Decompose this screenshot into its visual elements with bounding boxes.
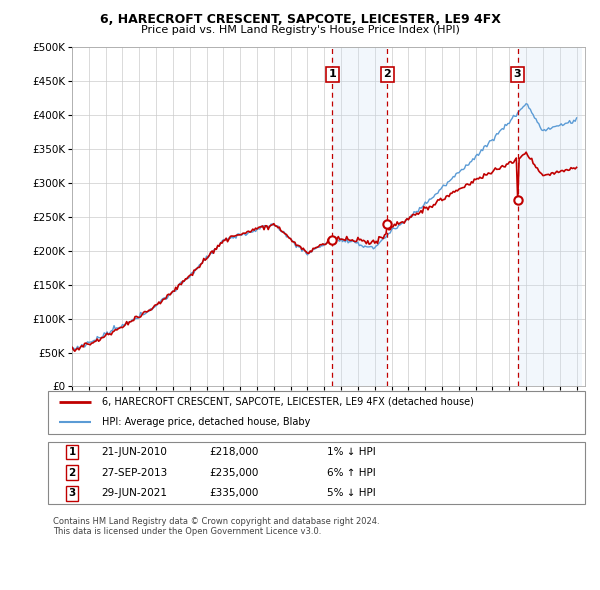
Bar	[518, 47, 581, 386]
Text: 5% ↓ HPI: 5% ↓ HPI	[327, 489, 376, 498]
Text: 27-SEP-2013: 27-SEP-2013	[102, 468, 168, 477]
Text: 6, HARECROFT CRESCENT, SAPCOTE, LEICESTER, LE9 4FX: 6, HARECROFT CRESCENT, SAPCOTE, LEICESTE…	[100, 13, 500, 26]
FancyBboxPatch shape	[48, 391, 585, 434]
FancyBboxPatch shape	[48, 441, 585, 504]
Text: 6% ↑ HPI: 6% ↑ HPI	[327, 468, 376, 477]
Text: 1: 1	[328, 70, 336, 79]
Text: 2: 2	[383, 70, 391, 79]
Text: 1% ↓ HPI: 1% ↓ HPI	[327, 447, 376, 457]
Text: Price paid vs. HM Land Registry's House Price Index (HPI): Price paid vs. HM Land Registry's House …	[140, 25, 460, 35]
Text: £218,000: £218,000	[209, 447, 259, 457]
Text: 2: 2	[68, 468, 76, 477]
Text: Contains HM Land Registry data © Crown copyright and database right 2024.
This d: Contains HM Land Registry data © Crown c…	[53, 517, 380, 536]
Text: 3: 3	[68, 489, 76, 498]
Text: 1: 1	[68, 447, 76, 457]
Text: 29-JUN-2021: 29-JUN-2021	[102, 489, 168, 498]
Text: £235,000: £235,000	[209, 468, 259, 477]
Text: 21-JUN-2010: 21-JUN-2010	[102, 447, 167, 457]
Text: 6, HARECROFT CRESCENT, SAPCOTE, LEICESTER, LE9 4FX (detached house): 6, HARECROFT CRESCENT, SAPCOTE, LEICESTE…	[102, 397, 473, 407]
Bar	[332, 47, 388, 386]
Text: 3: 3	[514, 70, 521, 79]
Text: £335,000: £335,000	[209, 489, 259, 498]
Text: HPI: Average price, detached house, Blaby: HPI: Average price, detached house, Blab…	[102, 417, 310, 427]
